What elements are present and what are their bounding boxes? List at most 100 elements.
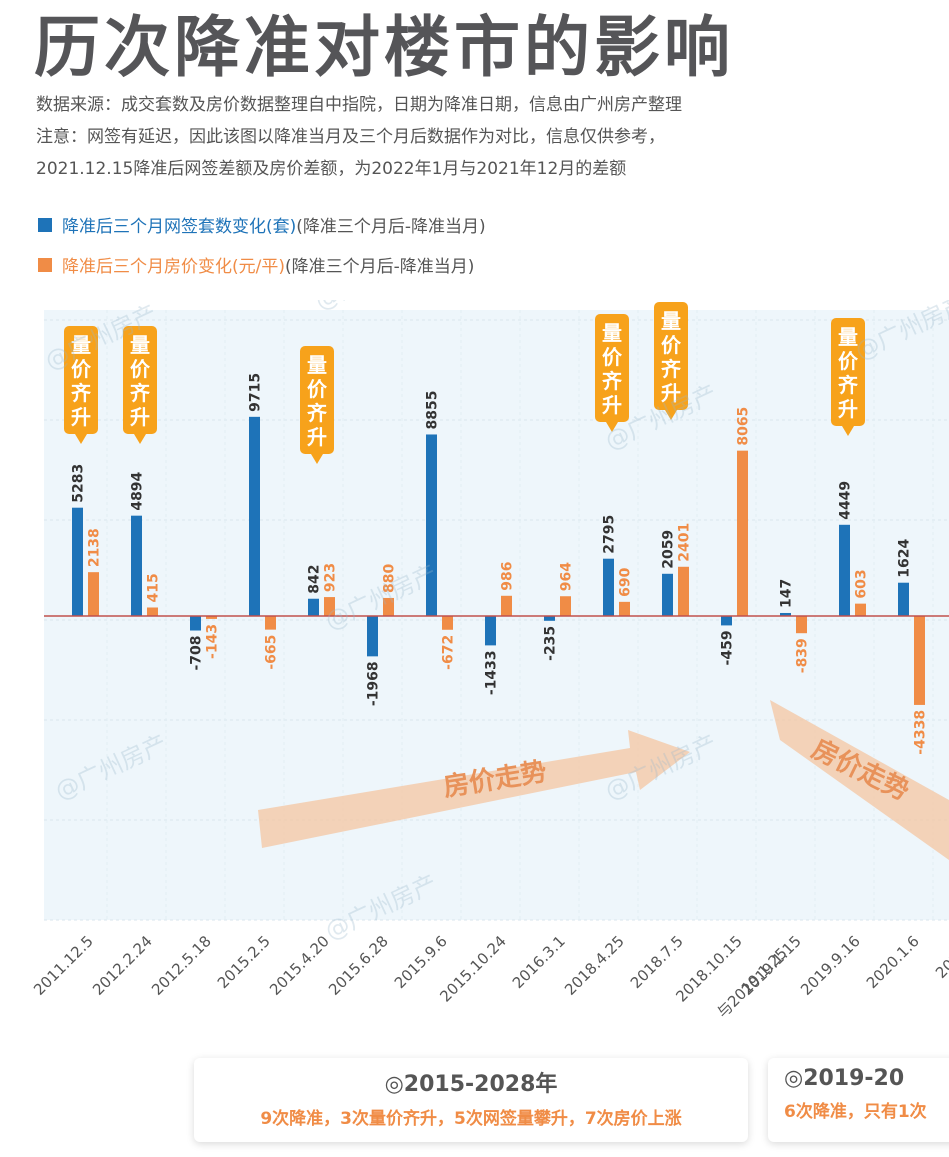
plot-background (44, 310, 949, 920)
bar-blue (839, 524, 850, 616)
callout-box (64, 326, 98, 434)
bar-blue (249, 416, 260, 616)
data-label-orange: 2401 (677, 523, 693, 562)
data-label-blue: -1968 (366, 661, 382, 706)
callout-pointer (842, 426, 854, 436)
x-tick-label: 2018.7.5 (627, 932, 687, 992)
data-label-blue: 5283 (71, 464, 87, 503)
callout-badge: 量价齐升 (123, 326, 157, 444)
callout-char: 升 (130, 405, 150, 429)
data-label-blue: -708 (189, 636, 205, 671)
panel-title: ◎2015-2028年 (384, 1072, 558, 1097)
callout-char: 量 (130, 333, 150, 357)
x-tick-label: 2015.4.20 (266, 932, 333, 999)
summary-panel-2015: ◎2015-2028年 9次降准，3次量价齐升，5次网签量攀升，7次房价上涨 (194, 1058, 748, 1142)
data-label-orange: 8065 (736, 407, 752, 446)
callout-char: 升 (838, 397, 858, 421)
bar-orange (501, 595, 512, 616)
bar-orange (383, 597, 394, 616)
x-tick-label: 2020.1.6 (863, 932, 923, 992)
data-label-blue: -235 (543, 626, 559, 661)
data-label-blue: 4894 (130, 471, 146, 510)
source-note: 数据来源：成交套数及房价数据整理自中指院，日期为降准日期，信息由广州房产整理 (36, 95, 682, 115)
bar-blue (898, 582, 909, 616)
x-tick-label: 2012.2.24 (89, 932, 156, 999)
data-label-orange: 923 (323, 563, 339, 592)
callout-char: 齐 (838, 373, 859, 397)
bar-blue (367, 616, 378, 657)
bar-orange (796, 616, 807, 634)
callout-pointer (606, 422, 618, 432)
callout-pointer (75, 434, 87, 444)
data-label-orange: 880 (382, 563, 398, 592)
x-tick-label: 2015.9.6 (391, 932, 451, 992)
data-label-blue: 9715 (248, 373, 264, 412)
x-tick-label: 2015.2.5 (214, 932, 274, 992)
bar-orange (678, 566, 689, 616)
callout-char: 升 (661, 381, 681, 405)
callout-char: 齐 (307, 401, 328, 425)
callout-char: 价 (307, 377, 328, 401)
data-label-blue: 842 (307, 565, 323, 594)
bar-orange (560, 596, 571, 616)
bar-orange (855, 603, 866, 616)
bar-blue (485, 616, 496, 646)
legend-item-orange: 降准后三个月房价变化(元/平)(降准三个月后-降准当月) (38, 252, 474, 277)
data-label-orange: 603 (854, 569, 870, 598)
bar-blue (603, 558, 614, 616)
bar-orange (265, 616, 276, 630)
callout-char: 齐 (130, 381, 151, 405)
data-label-blue: -459 (720, 630, 736, 665)
bar-blue (426, 434, 437, 616)
panel-title: ◎2019-20 (784, 1066, 905, 1091)
callout-char: 价 (130, 357, 151, 381)
callout-char: 价 (602, 345, 623, 369)
panel-subtitle: 9次降准，3次量价齐升，5次网签量攀升，7次房价上涨 (260, 1109, 682, 1129)
caution-note: 注意：网签有延迟，因此该图以降准当月及三个月后数据作为对比，信息仅供参考， (36, 127, 665, 147)
legend-label-blue: 降准后三个月网签套数变化(套) (62, 217, 297, 237)
bar-blue (721, 616, 732, 626)
bar-blue (780, 612, 791, 616)
data-label-blue: 147 (779, 579, 795, 608)
caution-note-2: 2021.12.15降准后网签差额及房价差额，为2022年1月与2021年12月… (36, 159, 627, 179)
data-label-blue: 4449 (838, 481, 854, 520)
bar-orange (914, 616, 925, 705)
data-label-orange: 2138 (87, 528, 103, 567)
data-label-blue: 2795 (602, 515, 618, 554)
x-tick-label: 2011.12.5 (30, 932, 97, 999)
callout-char: 量 (71, 333, 91, 357)
page-title: 历次降准对楼市的影响 (34, 9, 734, 86)
callout-char: 齐 (661, 357, 682, 381)
callout-char: 量 (838, 325, 858, 349)
x-tick-label: 2018.4.25 (561, 932, 628, 999)
trend-arrow-up (258, 730, 690, 848)
x-tick-label: 2016.3.1 (509, 932, 569, 992)
bar-blue (72, 507, 83, 616)
x-tick-label: 2012.5.18 (148, 932, 215, 999)
callout-char: 价 (838, 349, 859, 373)
callout-badge: 量价齐升 (831, 318, 865, 436)
legend-swatch-blue (38, 217, 52, 232)
data-label-orange: -672 (441, 635, 457, 670)
callout-badge: 量价齐升 (64, 326, 98, 444)
callout-char: 价 (661, 333, 682, 357)
legend-swatch-orange (38, 257, 52, 272)
bar-blue (662, 573, 673, 616)
data-label-orange: -4338 (913, 710, 929, 755)
callout-char: 齐 (602, 369, 623, 393)
data-label-blue: 8855 (425, 391, 441, 430)
callout-pointer (311, 454, 323, 464)
callout-box (831, 318, 865, 426)
callout-char: 价 (71, 357, 92, 381)
callout-char: 量 (307, 353, 327, 377)
data-label-orange: 690 (618, 567, 634, 596)
bar-blue (308, 598, 319, 616)
callout-box (595, 314, 629, 422)
bar-blue (544, 616, 555, 621)
data-label-blue: 2059 (661, 530, 677, 569)
data-label-orange: 964 (559, 562, 575, 591)
callout-char: 升 (71, 405, 91, 429)
callout-char: 齐 (71, 381, 92, 405)
bar-orange (737, 450, 748, 616)
